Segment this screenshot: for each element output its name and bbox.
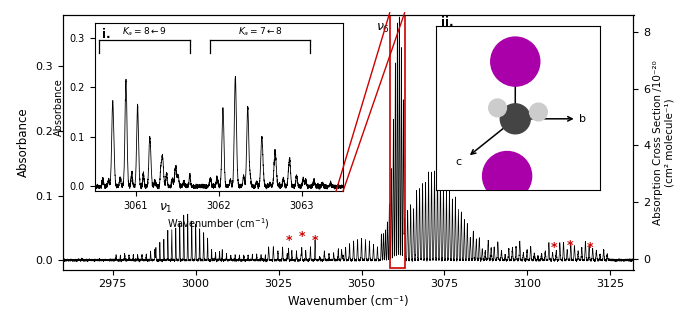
X-axis label: Wavenumber (cm⁻¹): Wavenumber (cm⁻¹) [288, 295, 409, 308]
Y-axis label: Absorbance: Absorbance [17, 108, 30, 177]
Text: *: * [567, 239, 574, 252]
Text: b: b [580, 114, 587, 124]
Circle shape [482, 151, 531, 200]
Text: ii.: ii. [441, 16, 454, 29]
Circle shape [491, 37, 540, 86]
Text: $K_a = 8 \leftarrow 9$: $K_a = 8 \leftarrow 9$ [122, 26, 167, 38]
Text: *: * [299, 230, 305, 243]
Text: a: a [524, 49, 531, 59]
Text: *: * [286, 233, 292, 247]
Circle shape [530, 103, 547, 121]
Y-axis label: Absorption Cross Section /10⁻²⁰
(cm² molecule⁻¹): Absorption Cross Section /10⁻²⁰ (cm² mol… [653, 60, 675, 225]
Text: *: * [312, 233, 318, 247]
Text: $\nu_1$: $\nu_1$ [159, 202, 173, 215]
X-axis label: Wavenumber (cm$^{-1}$): Wavenumber (cm$^{-1}$) [167, 216, 270, 232]
Circle shape [500, 104, 531, 134]
Text: c: c [455, 157, 461, 167]
Text: i.: i. [102, 28, 111, 41]
Y-axis label: Absorbance: Absorbance [54, 78, 64, 136]
Text: *: * [551, 241, 557, 254]
Bar [390, 13, 405, 268]
Circle shape [489, 99, 506, 117]
Text: $K_a = 7 \leftarrow 8$: $K_a = 7 \leftarrow 8$ [238, 26, 283, 38]
Text: $\nu_6$: $\nu_6$ [376, 22, 390, 35]
Text: *: * [587, 241, 594, 254]
